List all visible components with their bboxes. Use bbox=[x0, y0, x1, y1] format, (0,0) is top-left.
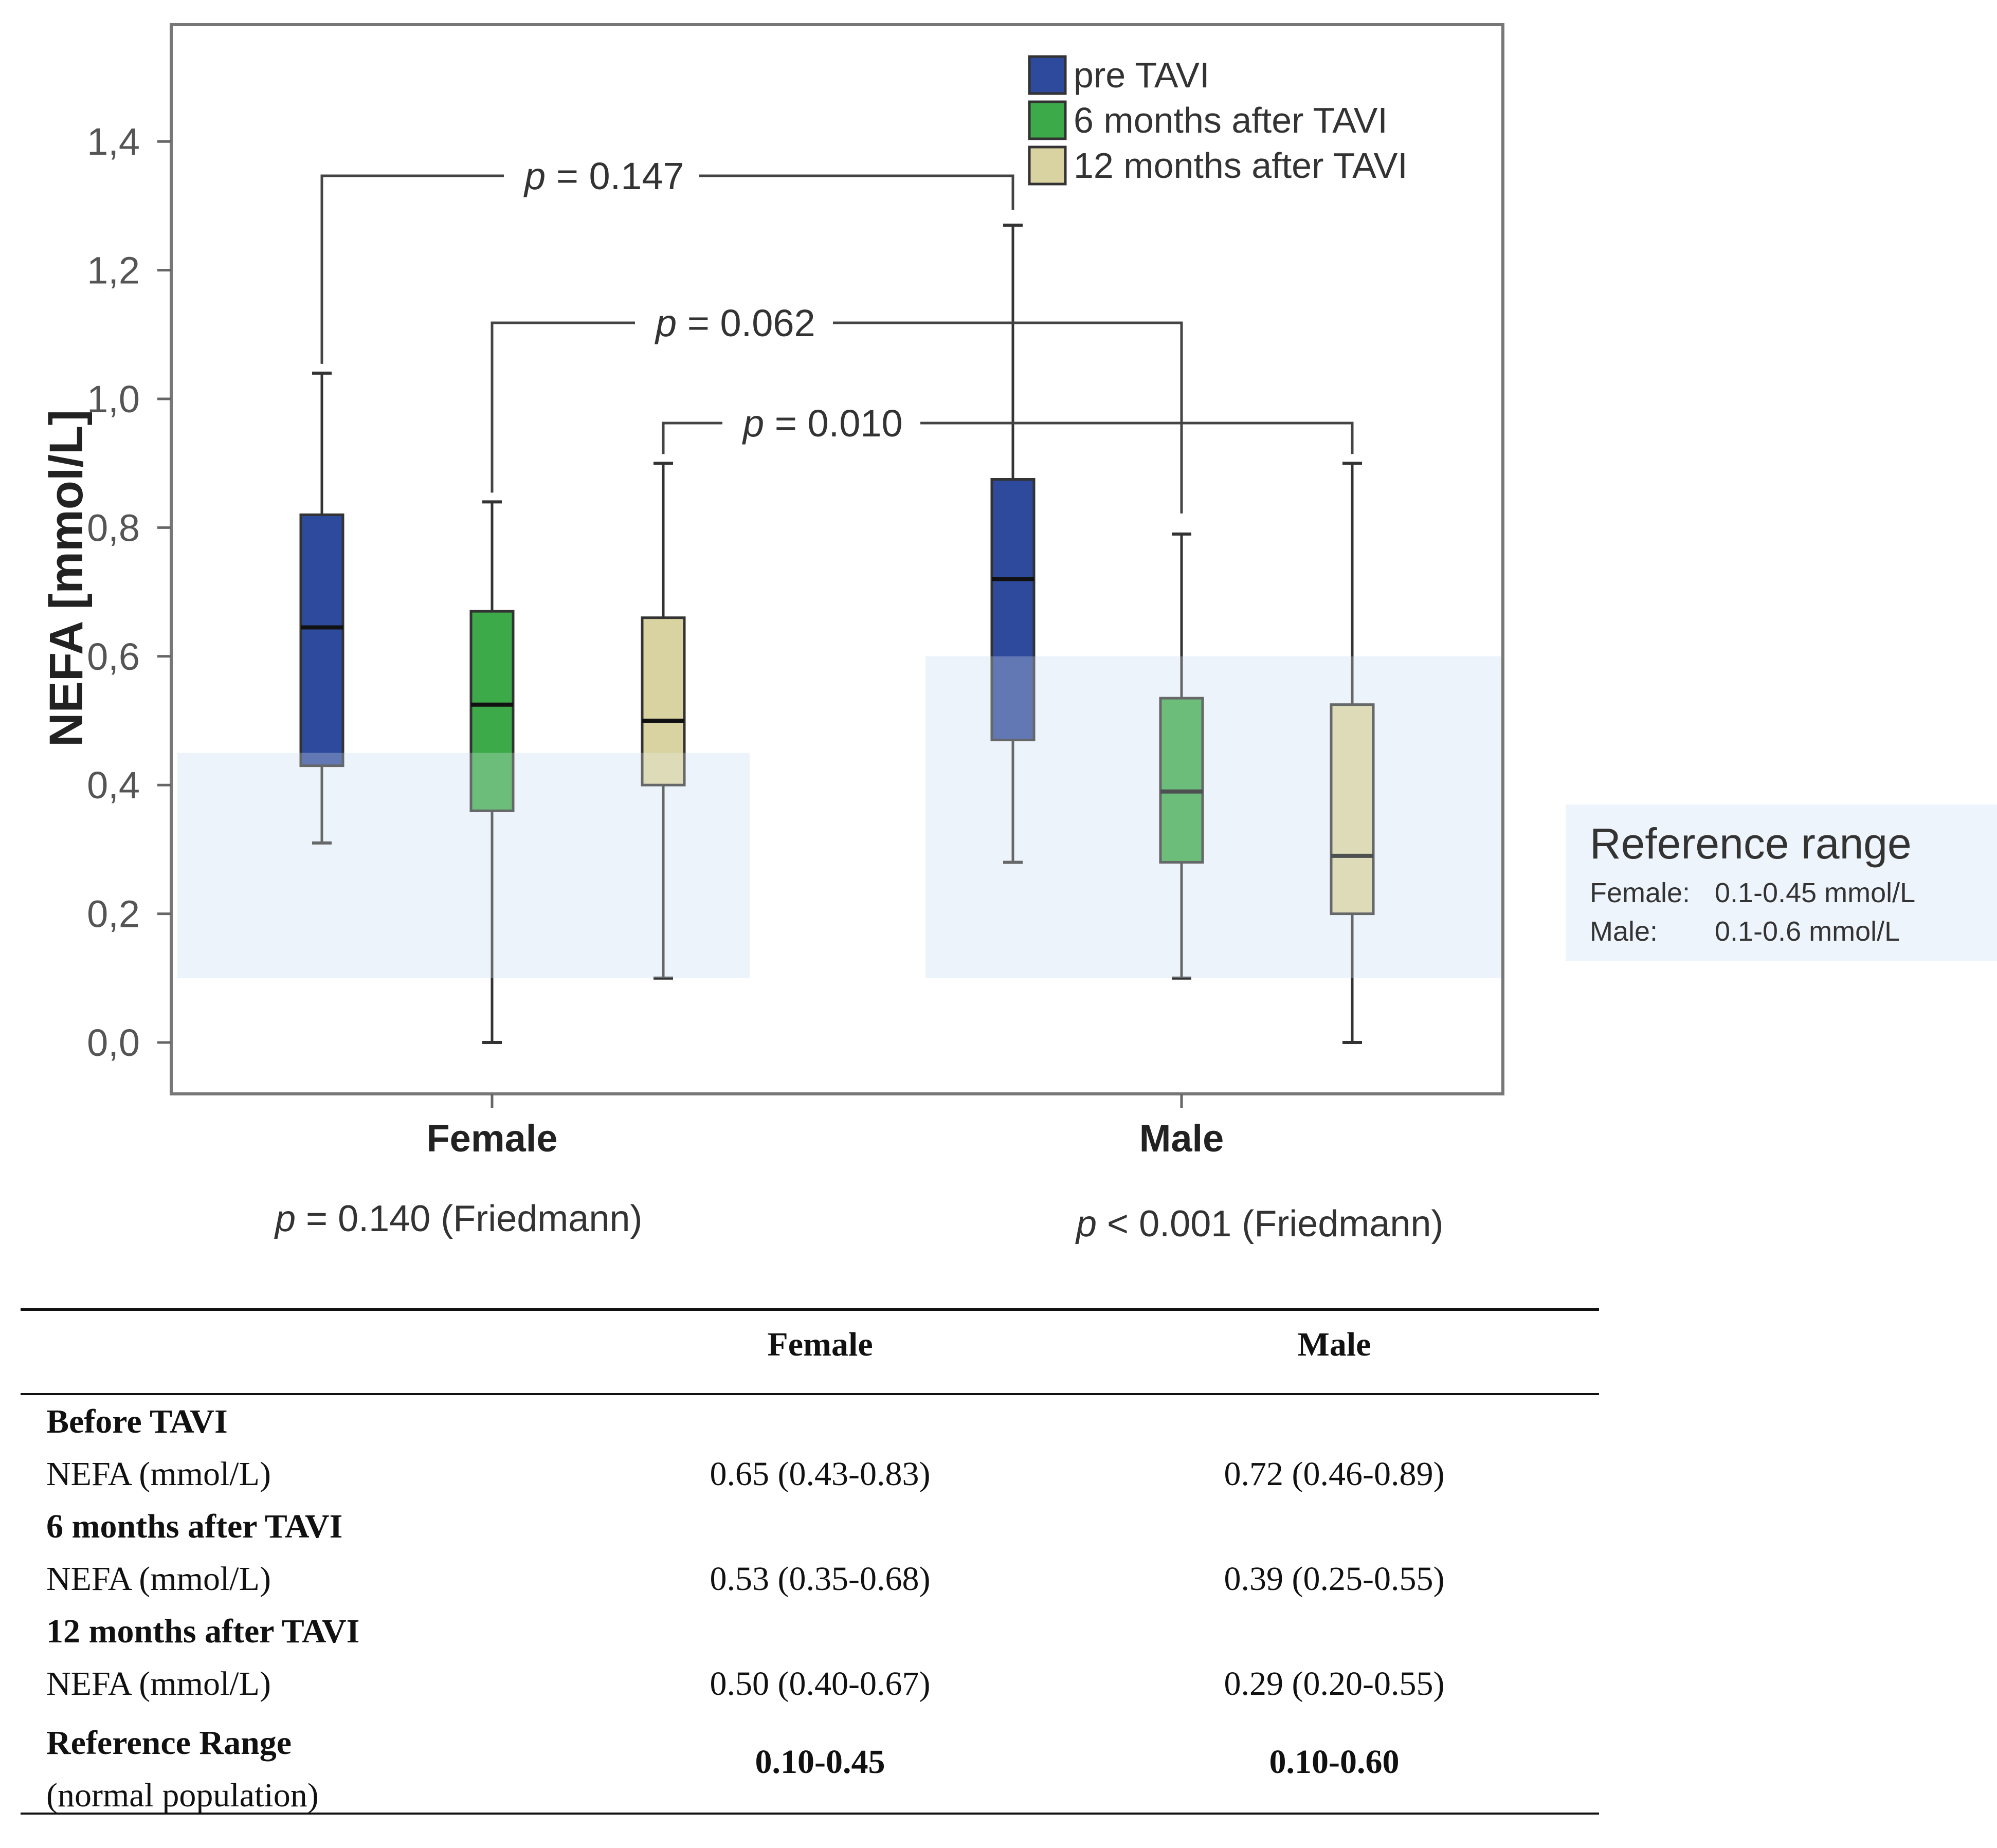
table-cell-female: 0.65 (0.43-0.83) bbox=[710, 1455, 931, 1493]
legend-label: pre TAVI bbox=[1074, 55, 1210, 95]
table-header-male: Male bbox=[1297, 1326, 1371, 1363]
y-tick-label: 0,6 bbox=[87, 635, 140, 678]
p-value: = 0.010 bbox=[764, 402, 903, 445]
friedmann-p-label: p < 0.001 (Friedmann) bbox=[1075, 1203, 1443, 1245]
legend-swatch bbox=[1028, 145, 1067, 186]
table-top-rule bbox=[21, 1308, 1599, 1311]
reference-note-male-label: Male: bbox=[1590, 916, 1658, 947]
table-reference-male: 0.10-0.60 bbox=[1269, 1743, 1400, 1781]
y-tick-label: 1,2 bbox=[87, 249, 140, 292]
box-male bbox=[1159, 532, 1204, 980]
y-tick-label: 0,4 bbox=[87, 764, 140, 807]
p-value: = 0.140 (Friedmann) bbox=[296, 1198, 642, 1239]
table-reference-female: 0.10-0.45 bbox=[755, 1743, 885, 1781]
legend: pre TAVI 6 months after TAVI 12 months aft… bbox=[1028, 55, 1408, 186]
table-row: NEFA (mmol/L) 0.50 (0.40-0.67) 0.29 (0.2… bbox=[21, 1657, 1599, 1710]
p-value: < 0.001 (Friedmann) bbox=[1097, 1203, 1443, 1245]
box-male bbox=[1330, 462, 1375, 1044]
x-category-label: Female bbox=[426, 1117, 557, 1160]
box-male bbox=[990, 223, 1036, 864]
comparison-p-label: p = 0.010 bbox=[742, 402, 903, 445]
comparison-bracket: p = 0.147 bbox=[320, 155, 1014, 364]
reference-note-title: Reference range bbox=[1590, 819, 1912, 868]
table-cell-female: 0.50 (0.40-0.67) bbox=[710, 1665, 931, 1703]
table-row-label: NEFA (mmol/L) bbox=[46, 1560, 271, 1598]
table-cell-male: 0.39 (0.25-0.55) bbox=[1224, 1560, 1445, 1598]
table-header-female: Female bbox=[767, 1326, 873, 1363]
results-table: Female Male Before TAVI NEFA (mmol/L) 0.… bbox=[21, 1308, 1599, 1815]
table-row-reference: Reference Range (normal population) 0.10… bbox=[21, 1710, 1599, 1814]
reference-note-female-label: Female: bbox=[1590, 877, 1690, 908]
y-tick-label: 1,4 bbox=[87, 120, 140, 163]
p-symbol: p bbox=[274, 1198, 296, 1239]
comparison-bracket: p = 0.010 bbox=[662, 402, 1354, 454]
comparison-p-label: p = 0.147 bbox=[523, 155, 684, 197]
box-iqr bbox=[990, 478, 1036, 742]
p-symbol: p bbox=[742, 402, 764, 445]
comparison-bracket: p = 0.062 bbox=[491, 302, 1183, 514]
table-row: 6 months after TAVI bbox=[21, 1500, 1599, 1552]
bracket-line bbox=[491, 321, 1183, 514]
box-iqr bbox=[469, 610, 515, 812]
table-row-label: NEFA (mmol/L) bbox=[46, 1455, 271, 1493]
reference-band-overlay bbox=[177, 753, 750, 978]
table-cell-male: 0.29 (0.20-0.55) bbox=[1224, 1665, 1445, 1703]
bracket-line bbox=[662, 422, 1354, 454]
legend-label: 6 months after TAVI bbox=[1074, 100, 1388, 140]
y-tick-label: 1,0 bbox=[87, 378, 140, 420]
box-iqr bbox=[1330, 703, 1375, 916]
table-section-label: Before TAVI bbox=[46, 1403, 228, 1440]
reference-note-female-value: 0.1-0.45 mmol/L bbox=[1715, 877, 1915, 908]
table-reference-label-line1: Reference Range bbox=[46, 1724, 292, 1762]
reference-band-overlay bbox=[925, 656, 1501, 978]
box-female bbox=[469, 500, 515, 1044]
table-cell-male: 0.72 (0.46-0.89) bbox=[1224, 1455, 1445, 1493]
table-bottom-rule bbox=[21, 1813, 1599, 1815]
table-header-rule bbox=[21, 1393, 1599, 1395]
table-row: Before TAVI bbox=[21, 1395, 1599, 1448]
box-iqr bbox=[299, 513, 344, 767]
reference-note-male-value: 0.1-0.6 mmol/L bbox=[1715, 916, 1900, 947]
reference-band-female bbox=[177, 753, 750, 978]
table-section-label: 6 months after TAVI bbox=[46, 1508, 343, 1545]
reference-note-background bbox=[1566, 804, 1997, 961]
table-header-row: Female Male bbox=[21, 1311, 1599, 1393]
p-symbol: p bbox=[1075, 1203, 1097, 1245]
table-reference-label: Reference Range (normal population) bbox=[46, 1717, 319, 1822]
table-row: 12 months after TAVI bbox=[21, 1605, 1599, 1657]
p-symbol: p bbox=[523, 155, 546, 197]
x-category-label: Male bbox=[1139, 1117, 1224, 1160]
table-section-label: 12 months after TAVI bbox=[46, 1613, 360, 1650]
comparison-p-label: p = 0.062 bbox=[655, 302, 815, 344]
friedmann-p-label: p = 0.140 (Friedmann) bbox=[274, 1198, 642, 1239]
y-tick-label: 0,2 bbox=[87, 893, 140, 936]
table-cell-female: 0.53 (0.35-0.68) bbox=[710, 1560, 931, 1598]
p-value: = 0.062 bbox=[677, 302, 815, 344]
box-female bbox=[641, 462, 686, 980]
box-iqr bbox=[641, 616, 686, 786]
table-reference-label-line2: (normal population) bbox=[46, 1777, 319, 1814]
table-row: NEFA (mmol/L) 0.65 (0.43-0.83) 0.72 (0.4… bbox=[21, 1448, 1599, 1500]
p-symbol: p bbox=[655, 302, 677, 344]
nefa-boxplot-chart: 0,0 0,2 0,4 0,6 0,8 1,0 1,2 1,4 NEFA [mmol/L] p … bbox=[40, 23, 1997, 1245]
bracket-line bbox=[320, 174, 1014, 364]
y-tick-label: 0,8 bbox=[87, 506, 140, 549]
table-row: NEFA (mmol/L) 0.53 (0.35-0.68) 0.39 (0.2… bbox=[21, 1552, 1599, 1605]
legend-swatch bbox=[1028, 55, 1067, 95]
y-axis-label: NEFA [mmol/L] bbox=[40, 410, 93, 747]
box-series bbox=[177, 223, 1501, 1044]
table-row-label: NEFA (mmol/L) bbox=[46, 1665, 271, 1703]
box-iqr bbox=[1159, 697, 1204, 864]
box-female bbox=[299, 371, 344, 845]
y-tick-label: 0,0 bbox=[87, 1021, 140, 1064]
y-axis: 0,0 0,2 0,4 0,6 0,8 1,0 1,2 1,4 NEFA [mmol/L] bbox=[40, 120, 171, 1064]
legend-label: 12 months after TAVI bbox=[1074, 145, 1408, 186]
p-value: = 0.147 bbox=[546, 155, 684, 197]
reference-range-note: Reference range Female: 0.1-0.45 mmol/L … bbox=[1566, 804, 1997, 961]
legend-swatch bbox=[1028, 100, 1067, 140]
plot-frame bbox=[170, 23, 1504, 1095]
